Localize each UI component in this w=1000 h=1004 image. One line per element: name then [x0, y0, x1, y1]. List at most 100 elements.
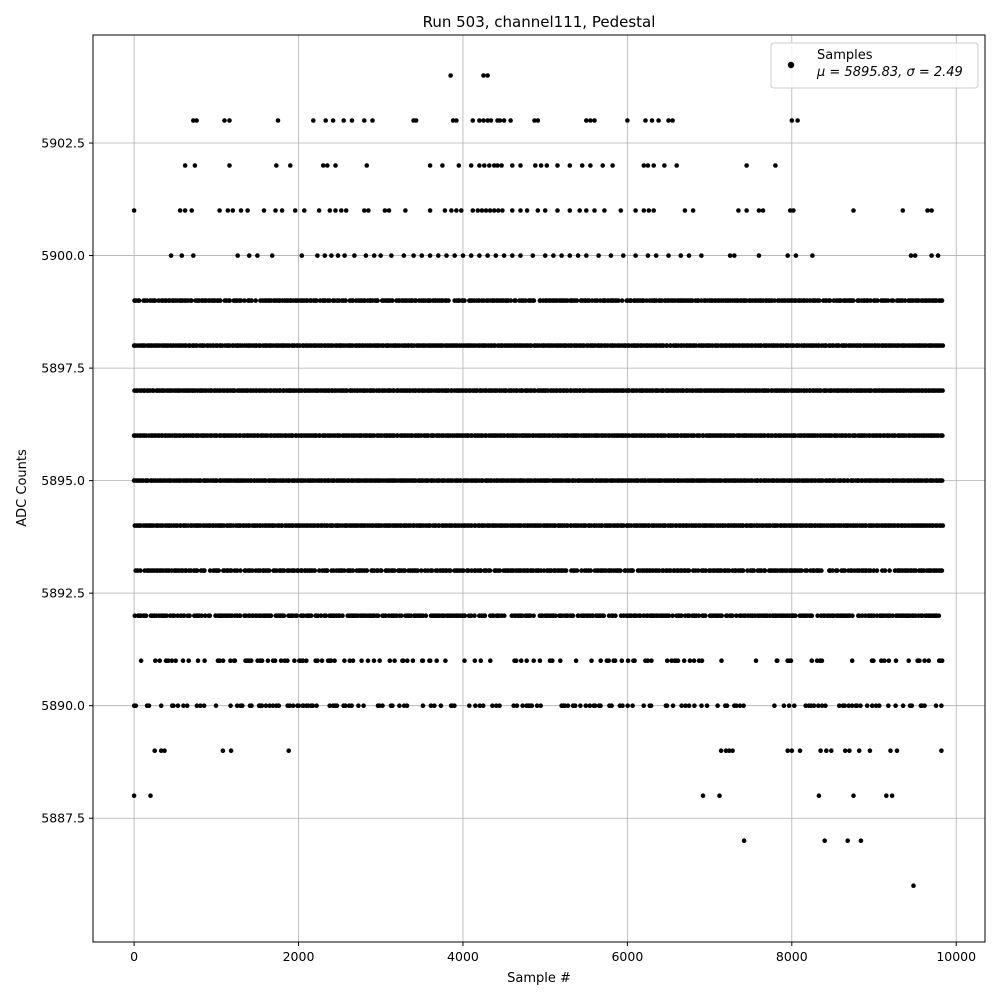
sample-point — [697, 433, 702, 438]
sample-point — [819, 658, 825, 663]
sample-point — [653, 253, 659, 258]
sample-point — [442, 208, 448, 213]
sample-point — [194, 568, 200, 573]
x-tick-label: 8000 — [776, 949, 808, 964]
sample-point — [886, 703, 891, 708]
sample-point — [598, 703, 603, 708]
sample-point — [842, 568, 848, 573]
sample-point — [157, 658, 162, 663]
sample-point — [380, 703, 385, 708]
sample-point — [164, 613, 169, 618]
sample-point — [470, 118, 476, 123]
sample-point — [182, 208, 188, 213]
sample-point — [570, 613, 576, 618]
sample-point — [809, 658, 815, 663]
sample-point — [281, 613, 287, 618]
sample-point — [312, 568, 318, 573]
sample-point — [518, 253, 523, 258]
sample-point — [496, 208, 501, 213]
sample-point — [473, 703, 478, 708]
sample-point — [444, 253, 449, 258]
sample-point — [884, 793, 889, 798]
sample-point — [343, 208, 349, 213]
sample-point — [524, 658, 529, 663]
sample-point — [371, 253, 377, 258]
sample-point — [138, 658, 144, 663]
sample-point — [420, 658, 426, 663]
sample-point — [340, 613, 345, 618]
sample-point — [837, 703, 842, 708]
sample-point — [815, 613, 820, 618]
sample-point — [590, 613, 596, 618]
sample-point — [382, 208, 388, 213]
sample-point — [428, 703, 434, 708]
sample-point — [579, 163, 585, 168]
sample-point — [500, 208, 505, 213]
sample-point — [189, 208, 194, 213]
legend-label-stats: μ = 5895.83, σ = 2.49 — [816, 65, 963, 80]
sample-point — [625, 703, 630, 708]
sample-point — [727, 748, 732, 753]
sample-point — [911, 883, 916, 888]
sample-point — [253, 298, 258, 303]
sample-point — [900, 208, 906, 213]
sample-point — [939, 298, 945, 303]
sample-point — [811, 703, 817, 708]
sample-point — [413, 298, 419, 303]
sample-point — [438, 703, 444, 708]
sample-point — [390, 298, 395, 303]
sample-point — [621, 253, 626, 258]
sample-point — [575, 253, 581, 258]
sample-point — [220, 658, 226, 663]
sample-point — [454, 208, 459, 213]
sample-point — [404, 703, 410, 708]
sample-point — [207, 613, 213, 618]
sample-point — [387, 658, 393, 663]
sample-point — [479, 208, 485, 213]
sample-point — [691, 658, 697, 663]
sample-point — [245, 208, 250, 213]
sample-point — [363, 253, 369, 258]
sample-point — [392, 658, 397, 663]
sample-point — [459, 208, 464, 213]
sample-point — [589, 658, 594, 663]
sample-point — [598, 658, 603, 663]
sample-point — [822, 838, 827, 843]
sample-point — [849, 658, 855, 663]
sample-point — [405, 658, 410, 663]
sample-point — [888, 748, 893, 753]
sample-point — [686, 568, 692, 573]
sample-point — [411, 253, 416, 258]
sample-point — [530, 253, 536, 258]
sample-point — [851, 208, 856, 213]
sample-point — [687, 658, 693, 663]
axis-ticks: 0 2000 4000 6000 8000 10000 5887.5 5890.0 5892.5… — [41, 136, 976, 964]
sample-point — [184, 703, 190, 708]
sample-point — [608, 253, 614, 258]
sample-point — [261, 208, 267, 213]
sample-point — [327, 703, 333, 708]
sample-point — [402, 568, 408, 573]
sample-point — [299, 253, 305, 258]
sample-point — [666, 253, 671, 258]
sample-point — [681, 658, 687, 663]
sample-point — [628, 298, 634, 303]
sample-point — [922, 703, 927, 708]
sample-point — [584, 118, 589, 123]
sample-point — [565, 703, 571, 708]
sample-point — [482, 163, 487, 168]
sample-point — [674, 163, 679, 168]
sample-point — [194, 703, 200, 708]
sample-point — [656, 568, 662, 573]
sample-point — [645, 163, 651, 168]
sample-point — [781, 703, 787, 708]
sample-point — [786, 703, 792, 708]
sample-point — [816, 793, 822, 798]
sample-point — [334, 703, 340, 708]
sample-point — [751, 568, 757, 573]
y-axis-label: ADC Counts — [15, 449, 30, 527]
sample-point — [753, 658, 759, 663]
sample-point — [365, 658, 371, 663]
sample-point — [664, 658, 670, 663]
